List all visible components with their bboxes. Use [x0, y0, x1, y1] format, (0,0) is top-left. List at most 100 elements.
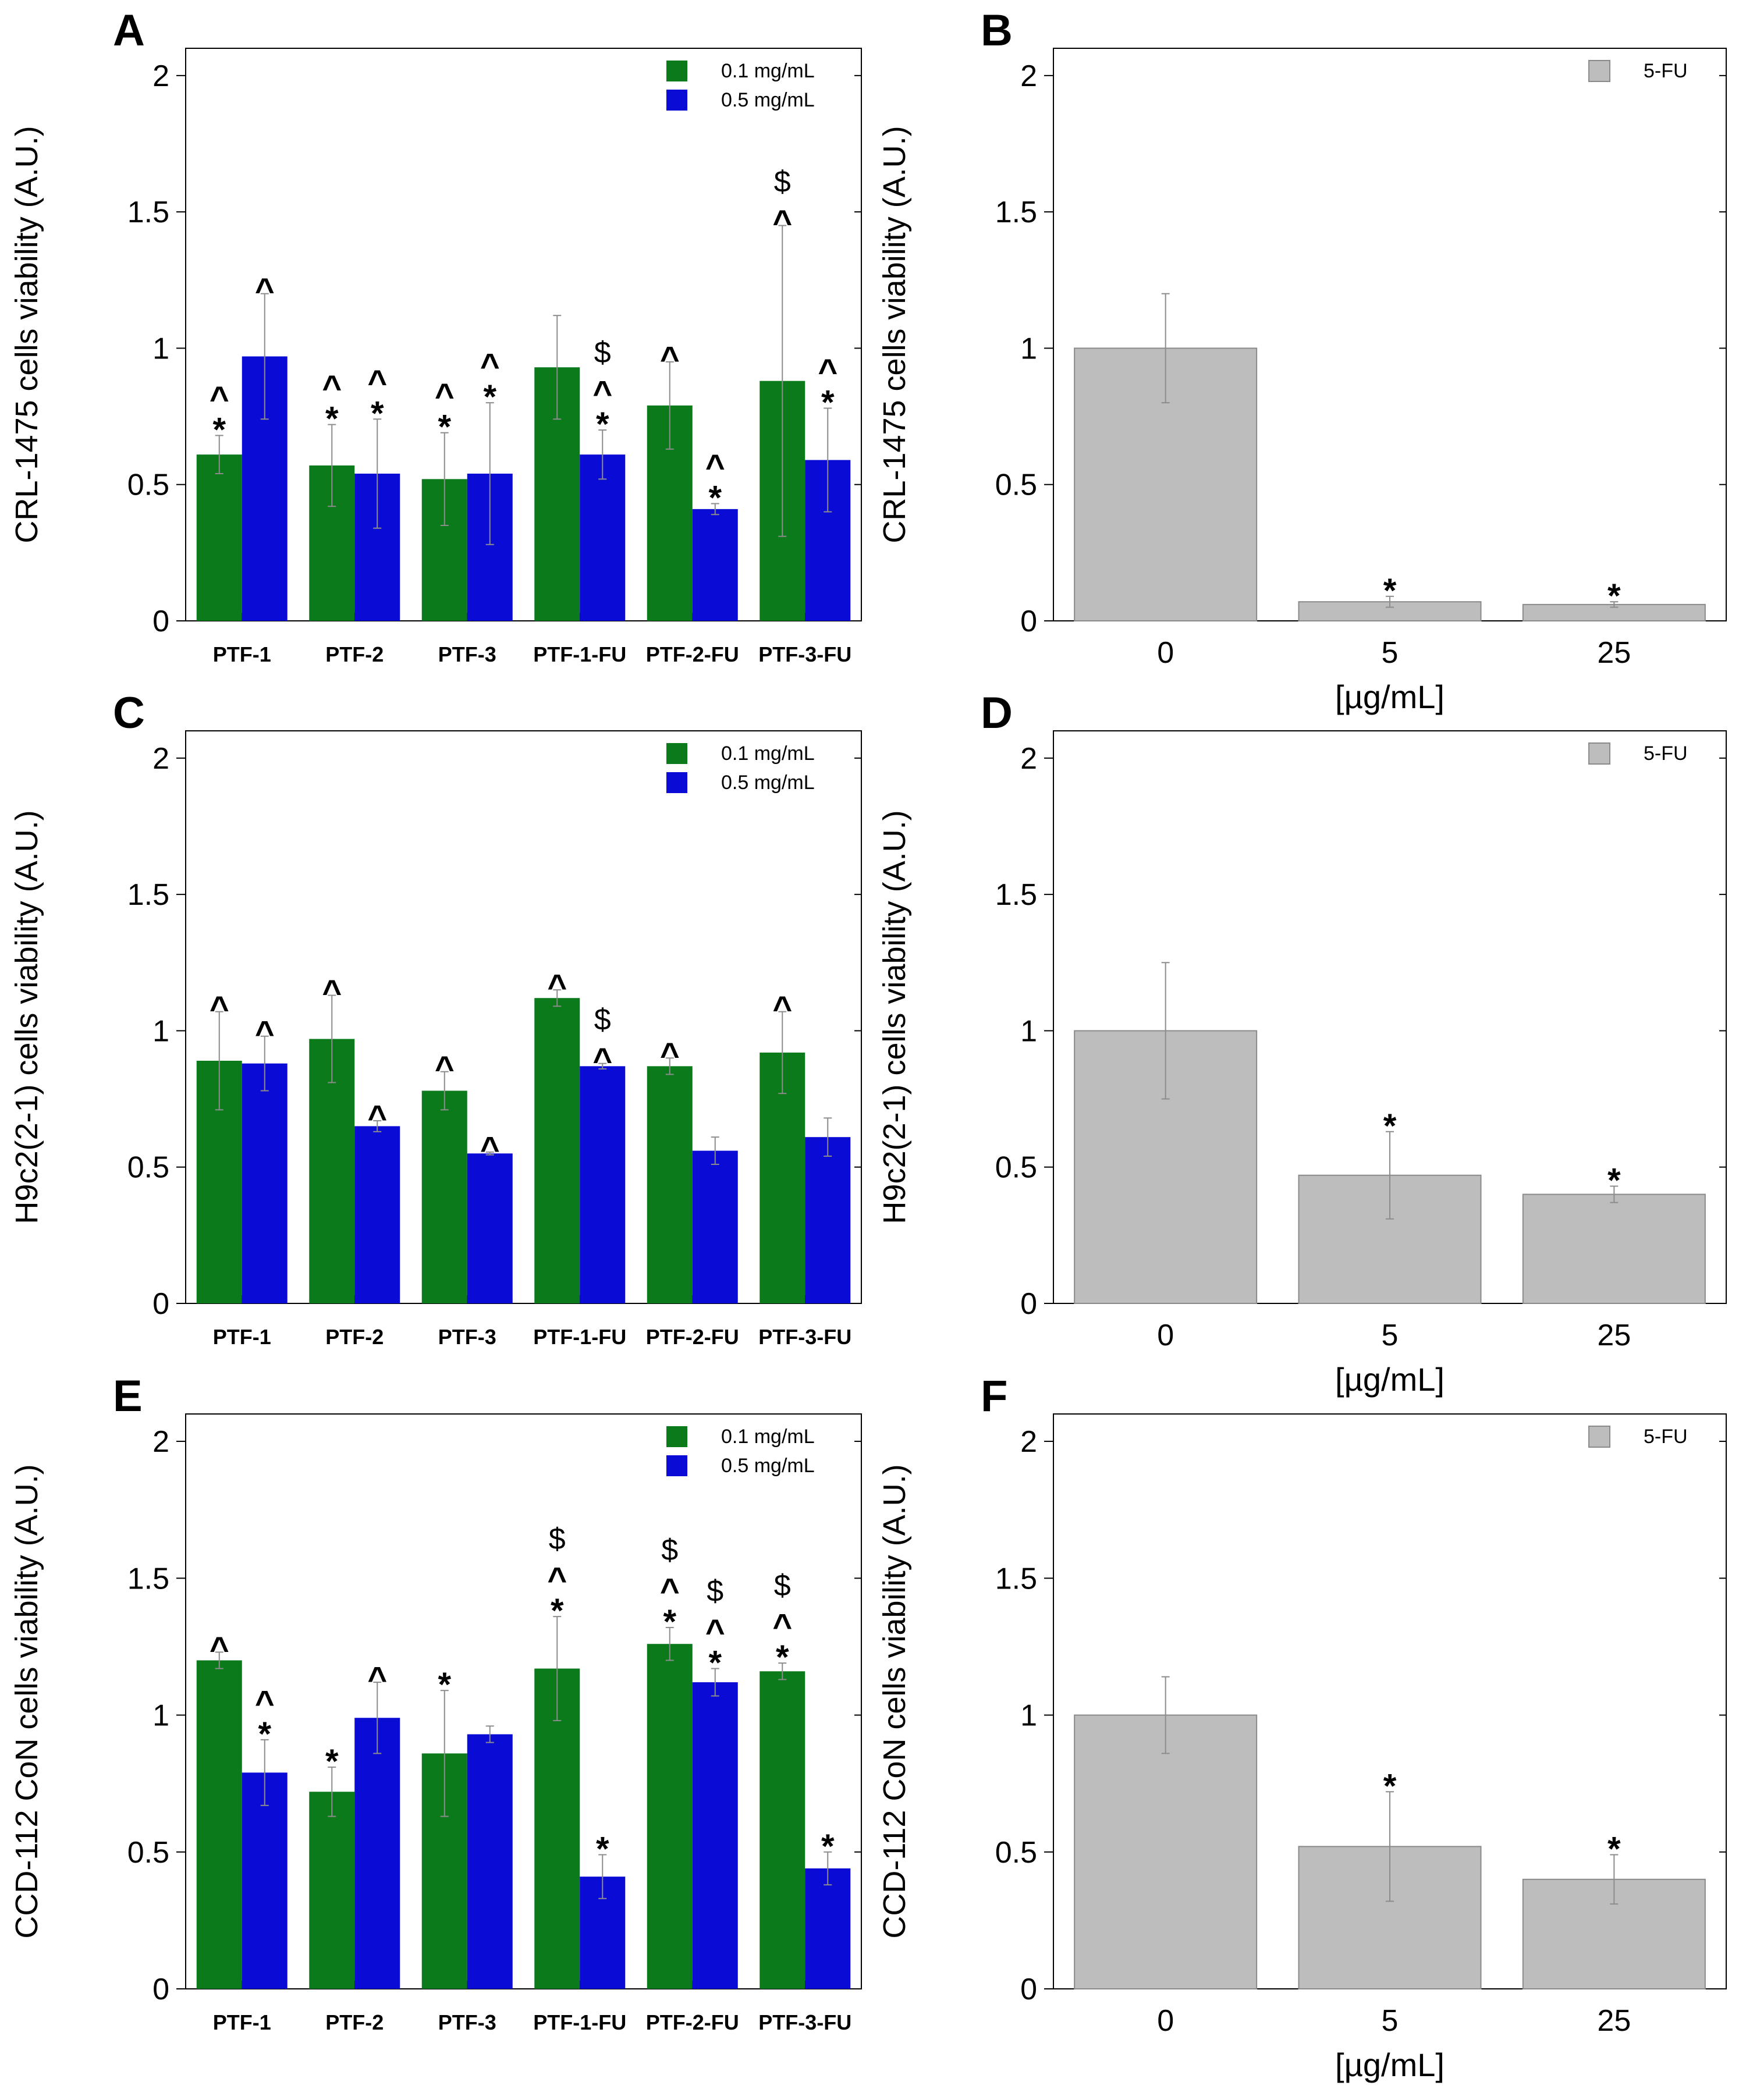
- annotation-caret: ^: [660, 340, 680, 378]
- error-bar: [778, 1011, 787, 1095]
- x-tick-label: 5: [1382, 1319, 1399, 1352]
- legend-label: 0.5 mg/mL: [721, 89, 815, 111]
- annotation-caret: ^: [367, 363, 387, 401]
- error-bar: [665, 1626, 674, 1661]
- annotation-caret: ^: [322, 369, 342, 407]
- annotation-caret: ^: [772, 204, 792, 241]
- annotation-dollar: $: [774, 1569, 791, 1602]
- annotation-caret: ^: [480, 347, 500, 385]
- x-tick-label: PTF-2-FU: [646, 1325, 739, 1349]
- y-tick-label: 0.5: [995, 1151, 1037, 1185]
- x-tick-label: 5: [1382, 2004, 1399, 2038]
- x-tick-label: PTF-2: [325, 642, 384, 666]
- y-axis-label: CRL-1475 cells viability (A.U.): [9, 126, 44, 543]
- panel-e: E 0 0.5 1 1.5 2 CCD-112 CoN cells viability (A…: [9, 1371, 862, 2034]
- error-bar: [215, 435, 223, 474]
- legend: 0.1 mg/mL 0.5 mg/mL: [666, 742, 815, 794]
- y-tick-label: 2: [1020, 1425, 1037, 1459]
- annotation-caret: ^: [367, 1660, 387, 1698]
- error-bar: [665, 1057, 674, 1075]
- bar-series2: [354, 1718, 400, 1989]
- panel-a: A 0 0.5 1 1.5 2 CRL-1475 cells viability (A.U.…: [9, 6, 862, 666]
- annotation-caret: ^: [592, 374, 612, 412]
- y-tick-label: 0: [152, 1287, 169, 1321]
- annotation-dollar: $: [707, 1575, 723, 1608]
- error-bar: [553, 1616, 562, 1721]
- panel-letter-c: C: [113, 688, 145, 738]
- annotation-asterisk: *: [596, 1830, 609, 1868]
- bar-series2: [580, 454, 626, 621]
- annotation-asterisk: *: [438, 408, 451, 446]
- annotation-caret: ^: [705, 448, 725, 486]
- bar-series2: [692, 1150, 738, 1303]
- y-tick-label: 0.5: [995, 468, 1037, 502]
- legend-swatch: [666, 772, 687, 793]
- annotation-asterisk: *: [1383, 1107, 1397, 1145]
- annotation-caret: ^: [705, 1613, 725, 1651]
- x-tick-label: 0: [1157, 636, 1174, 670]
- error-bar: [824, 1117, 832, 1157]
- annotation-asterisk: *: [438, 1666, 451, 1704]
- x-tick-label: PTF-2-FU: [646, 642, 739, 666]
- x-tick-label: PTF-2: [325, 1325, 384, 1349]
- annotation-asterisk: *: [1607, 1830, 1621, 1868]
- annotation-caret: ^: [480, 1130, 500, 1168]
- error-bar: [1386, 1131, 1394, 1220]
- y-tick-label: 1.5: [995, 196, 1037, 229]
- error-bar: [711, 1668, 719, 1697]
- error-bar: [598, 1854, 607, 1899]
- x-tick-label: 5: [1382, 636, 1399, 670]
- y-axis-label: CCD-112 CoN cells viability (A.U.): [877, 1464, 912, 1938]
- bar-series1: [196, 1660, 242, 1989]
- bar-series1: [647, 1644, 693, 1989]
- y-tick-label: 0: [1020, 605, 1037, 638]
- legend-label: 0.1 mg/mL: [721, 60, 815, 82]
- error-bar: [260, 1739, 269, 1806]
- y-tick-label: 1.5: [127, 878, 169, 912]
- error-bar: [485, 402, 494, 545]
- annotation-asterisk: *: [821, 1828, 835, 1866]
- x-axis-label: [µg/mL]: [1335, 2046, 1445, 2083]
- annotation-dollar: $: [549, 1522, 566, 1556]
- y-tick-label: 1.5: [995, 1562, 1037, 1596]
- bar-series2: [354, 1126, 400, 1303]
- y-tick-label: 2: [152, 742, 169, 776]
- legend-label: 0.1 mg/mL: [721, 1426, 815, 1448]
- bar-series1: [647, 1066, 693, 1303]
- annotation-caret: ^: [255, 272, 275, 310]
- error-bar: [328, 1766, 336, 1817]
- annotation-caret: ^: [210, 990, 229, 1028]
- error-bar: [328, 994, 336, 1083]
- legend: 5-FU: [1588, 742, 1688, 765]
- bar-series2: [467, 1734, 513, 1989]
- error-bar: [440, 1690, 449, 1817]
- panel-letter-d: D: [981, 688, 1013, 738]
- error-bar: [778, 1662, 787, 1680]
- x-tick-label: PTF-1: [213, 1325, 271, 1349]
- error-bar: [824, 1851, 832, 1886]
- annotation-caret: ^: [322, 973, 342, 1011]
- plot-frame: [185, 1413, 862, 1989]
- x-tick-label: PTF-3: [438, 642, 496, 666]
- x-tick-label: PTF-3-FU: [758, 1325, 851, 1349]
- annotation-asterisk: *: [708, 479, 722, 517]
- error-bar: [215, 1011, 223, 1111]
- bar-series2: [692, 1682, 738, 1989]
- annotation-caret: ^: [367, 1099, 387, 1136]
- annotation-caret: ^: [210, 1630, 229, 1668]
- y-tick-label: 0.5: [127, 1151, 169, 1185]
- x-tick-label: PTF-1: [213, 2010, 271, 2034]
- y-tick-label: 0: [152, 1973, 169, 2006]
- annotation-asterisk: *: [258, 1715, 271, 1753]
- error-bar: [440, 432, 449, 526]
- x-tick-label: PTF-1-FU: [533, 1325, 626, 1349]
- y-tick-label: 1: [1020, 1699, 1037, 1733]
- x-tick-label: PTF-1-FU: [533, 642, 626, 666]
- annotation-dollar: $: [594, 1003, 611, 1037]
- y-tick-label: 1: [152, 1699, 169, 1733]
- bar-series1: [421, 1090, 467, 1303]
- annotation-caret: ^: [210, 379, 229, 417]
- error-bar: [1610, 1854, 1619, 1905]
- annotation-caret: ^: [547, 968, 567, 1005]
